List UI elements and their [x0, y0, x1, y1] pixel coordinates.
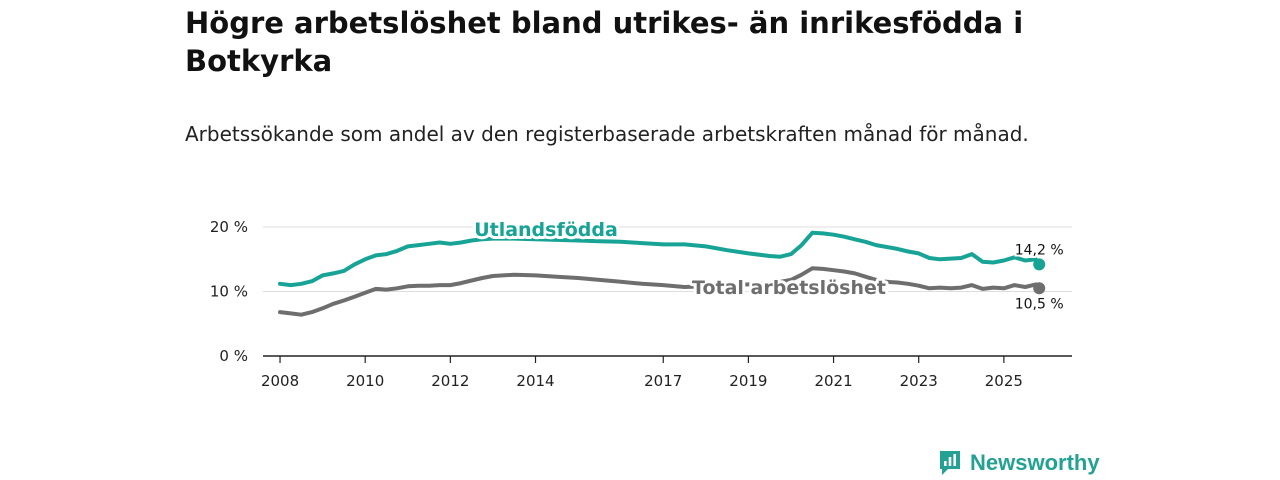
newsworthy-logo: Newsworthy: [938, 448, 1100, 478]
x-tick-label: 2023: [900, 372, 938, 390]
series-lines: [278, 230, 1046, 317]
end-value-label-total: 10,5 %: [1015, 296, 1064, 312]
x-tick-label: 2019: [729, 372, 767, 390]
chart-subtitle: Arbetssökande som andel av den registerb…: [185, 122, 1029, 146]
logo-text: Newsworthy: [970, 450, 1100, 475]
series-end-marker: [1033, 258, 1046, 271]
series-label-total: Total arbetslöshet: [692, 277, 886, 299]
y-tick-label: 0 %: [219, 347, 248, 365]
series-end-marker: [1033, 282, 1046, 295]
x-tick-label: 2008: [261, 372, 299, 390]
axes: 0 % 10 % 20 % 2008 2010 2012 2014 2017 2019 2021 2…: [210, 218, 1072, 390]
y-tick-label: 20 %: [210, 218, 248, 236]
x-tick-label: 2014: [516, 372, 554, 390]
x-tick-label: 2017: [644, 372, 682, 390]
series-label-utlandsfodda: Utlandsfödda: [474, 219, 618, 241]
end-value-label-utlandsfodda: 14,2 %: [1015, 242, 1064, 258]
newsworthy-logo-icon: [940, 451, 960, 475]
y-tick-label: 10 %: [210, 283, 248, 301]
series-line-total: [278, 266, 1042, 317]
x-tick-label: 2025: [985, 372, 1023, 390]
line-chart: 0 % 10 % 20 % 2008 2010 2012 2014 2017 2019 2021 2…: [210, 216, 1072, 390]
x-tick-label: 2021: [814, 372, 852, 390]
series-line-utlandsfodda: [278, 230, 1042, 288]
gridlines: [263, 226, 1072, 292]
x-tick-label: 2012: [431, 372, 469, 390]
chart-title: Högre arbetslöshet bland utrikes- än inr…: [185, 6, 1024, 78]
x-tick-label: 2010: [346, 372, 384, 390]
chart-labels: Utlandsfödda Total arbetslöshet 14,2 % 10,5…: [471, 216, 1065, 314]
